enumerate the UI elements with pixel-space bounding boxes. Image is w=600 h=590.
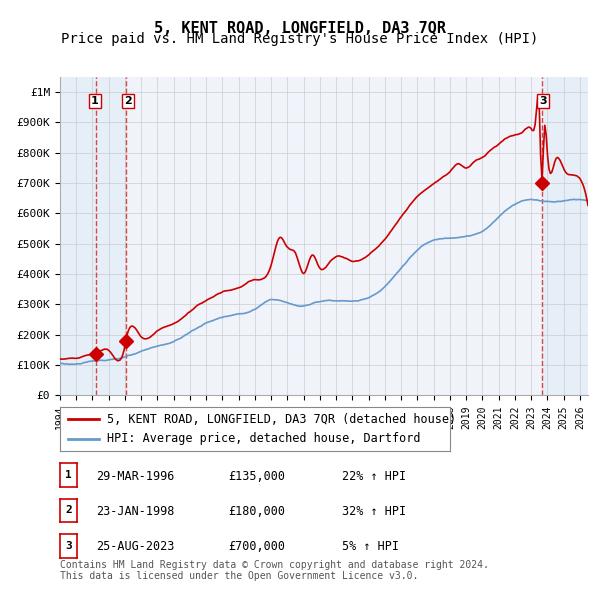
Text: 3: 3	[539, 96, 547, 106]
Bar	[542, 77, 588, 395]
Text: 3: 3	[65, 541, 72, 550]
Text: 2: 2	[124, 96, 131, 106]
Text: 5, KENT ROAD, LONGFIELD, DA3 7QR: 5, KENT ROAD, LONGFIELD, DA3 7QR	[154, 21, 446, 35]
Text: 25-AUG-2023: 25-AUG-2023	[96, 540, 175, 553]
Text: £700,000: £700,000	[228, 540, 285, 553]
Text: 22% ↑ HPI: 22% ↑ HPI	[342, 470, 406, 483]
Text: 32% ↑ HPI: 32% ↑ HPI	[342, 505, 406, 518]
Text: £180,000: £180,000	[228, 505, 285, 518]
Text: 5, KENT ROAD, LONGFIELD, DA3 7QR (detached house): 5, KENT ROAD, LONGFIELD, DA3 7QR (detach…	[107, 413, 456, 426]
Text: HPI: Average price, detached house, Dartford: HPI: Average price, detached house, Dart…	[107, 432, 420, 445]
Bar	[60, 77, 96, 395]
Text: 5% ↑ HPI: 5% ↑ HPI	[342, 540, 399, 553]
Text: Price paid vs. HM Land Registry's House Price Index (HPI): Price paid vs. HM Land Registry's House …	[61, 32, 539, 47]
Text: Contains HM Land Registry data © Crown copyright and database right 2024.
This d: Contains HM Land Registry data © Crown c…	[60, 559, 489, 581]
Text: 2: 2	[65, 506, 72, 515]
Text: 1: 1	[91, 96, 98, 106]
Text: 29-MAR-1996: 29-MAR-1996	[96, 470, 175, 483]
Text: 23-JAN-1998: 23-JAN-1998	[96, 505, 175, 518]
Text: 1: 1	[65, 470, 72, 480]
Bar	[96, 77, 126, 395]
Text: £135,000: £135,000	[228, 470, 285, 483]
